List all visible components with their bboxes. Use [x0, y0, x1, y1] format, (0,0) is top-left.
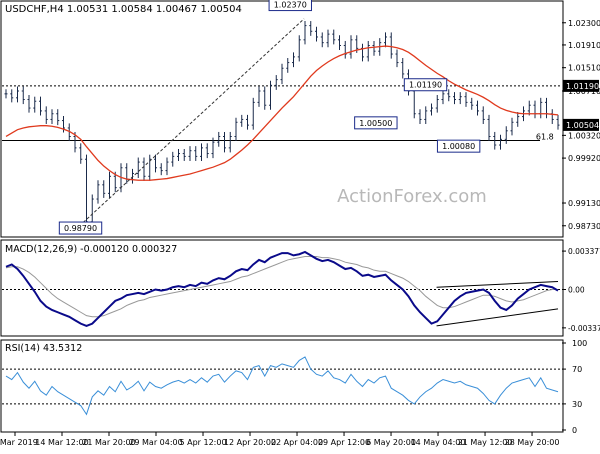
price-highlight-box [563, 79, 599, 92]
macd-trendline-0 [436, 281, 559, 288]
rsi-ytick-label: 0 [572, 426, 577, 435]
price-annotation-label: 1.00500 [359, 119, 392, 128]
price-trendline-0 [82, 18, 305, 223]
x-tick-label: 14 Mar 12:00 [35, 438, 88, 447]
price-annotation-box [58, 221, 103, 235]
price-highlight-label: 1.01190 [566, 82, 599, 91]
price-annotation-box [436, 139, 481, 153]
x-tick-label: 21 Mar 20:00 [82, 438, 135, 447]
fib-label: 61.8 [536, 132, 554, 141]
price-ytick-label: 0.98730 [568, 222, 600, 231]
rsi-ytick-label: 30 [572, 400, 582, 409]
price-annotation-label: 1.01190 [409, 81, 442, 90]
rsi-panel-header: RSI(14) 43.5312 [5, 343, 82, 354]
x-tick-label: 29 Apr 12:00 [318, 438, 370, 447]
price-highlight-label: 1.00504 [566, 121, 599, 130]
trendlines-layer [82, 18, 559, 327]
price-annotation-label: 1.00080 [442, 142, 475, 151]
macd-ytick-label: -0.003373 [568, 324, 600, 333]
ma-line [5, 45, 559, 181]
price-ytick-label: 0.99920 [568, 154, 600, 163]
x-tick-label: 29 Mar 04:00 [129, 438, 182, 447]
x-tick-label: 22 Apr 04:00 [271, 438, 323, 447]
macd-panel-header: MACD(12,26,9) -0.000120 0.000327 [5, 244, 177, 255]
x-tick-label: 5 Apr 12:00 [179, 438, 226, 447]
price-annotation-label: 1.02370 [274, 1, 307, 10]
x-tick-label: 14 May 04:00 [411, 438, 466, 447]
x-tick-label: 28 May 20:00 [505, 438, 560, 447]
price-ytick-label: 1.01510 [568, 64, 600, 73]
price-ytick-label: 1.00320 [568, 131, 600, 140]
x-tick-label: 6 May 20:00 [366, 438, 416, 447]
macd-ytick-label: 0.00 [568, 286, 585, 295]
price-ytick-label: 0.99130 [568, 199, 600, 208]
rsi-line [5, 356, 559, 416]
price-highlight-box [563, 118, 599, 131]
x-tick-label: 12 Apr 20:00 [224, 438, 276, 447]
price-panel-header: USDCHF,H4 1.00531 1.00584 1.00467 1.0050… [5, 4, 242, 15]
price-annotation-box [354, 116, 398, 130]
macd-trendline-1 [436, 308, 559, 327]
price-annotation-box [403, 78, 448, 92]
price-ytick-label: 1.02300 [568, 19, 600, 28]
macd-ytick-label: 0.003377 [568, 247, 600, 256]
watermark: ActionForex.com [337, 186, 487, 207]
macd-panel-frame [0, 239, 564, 337]
x-tick-label: 7 Mar 2019 [0, 438, 38, 447]
macd-line [5, 250, 559, 327]
price-ytick-label: 1.01910 [568, 41, 600, 50]
price-annotation-box [268, 0, 312, 12]
rsi-panel-frame [0, 339, 564, 433]
rsi-ytick-label: 70 [572, 365, 582, 374]
series-layer [4, 21, 560, 416]
price-annotation-label: 0.98790 [64, 224, 97, 233]
x-tick-label: 21 May 12:00 [458, 438, 513, 447]
rsi-ytick-label: 100 [572, 339, 587, 348]
